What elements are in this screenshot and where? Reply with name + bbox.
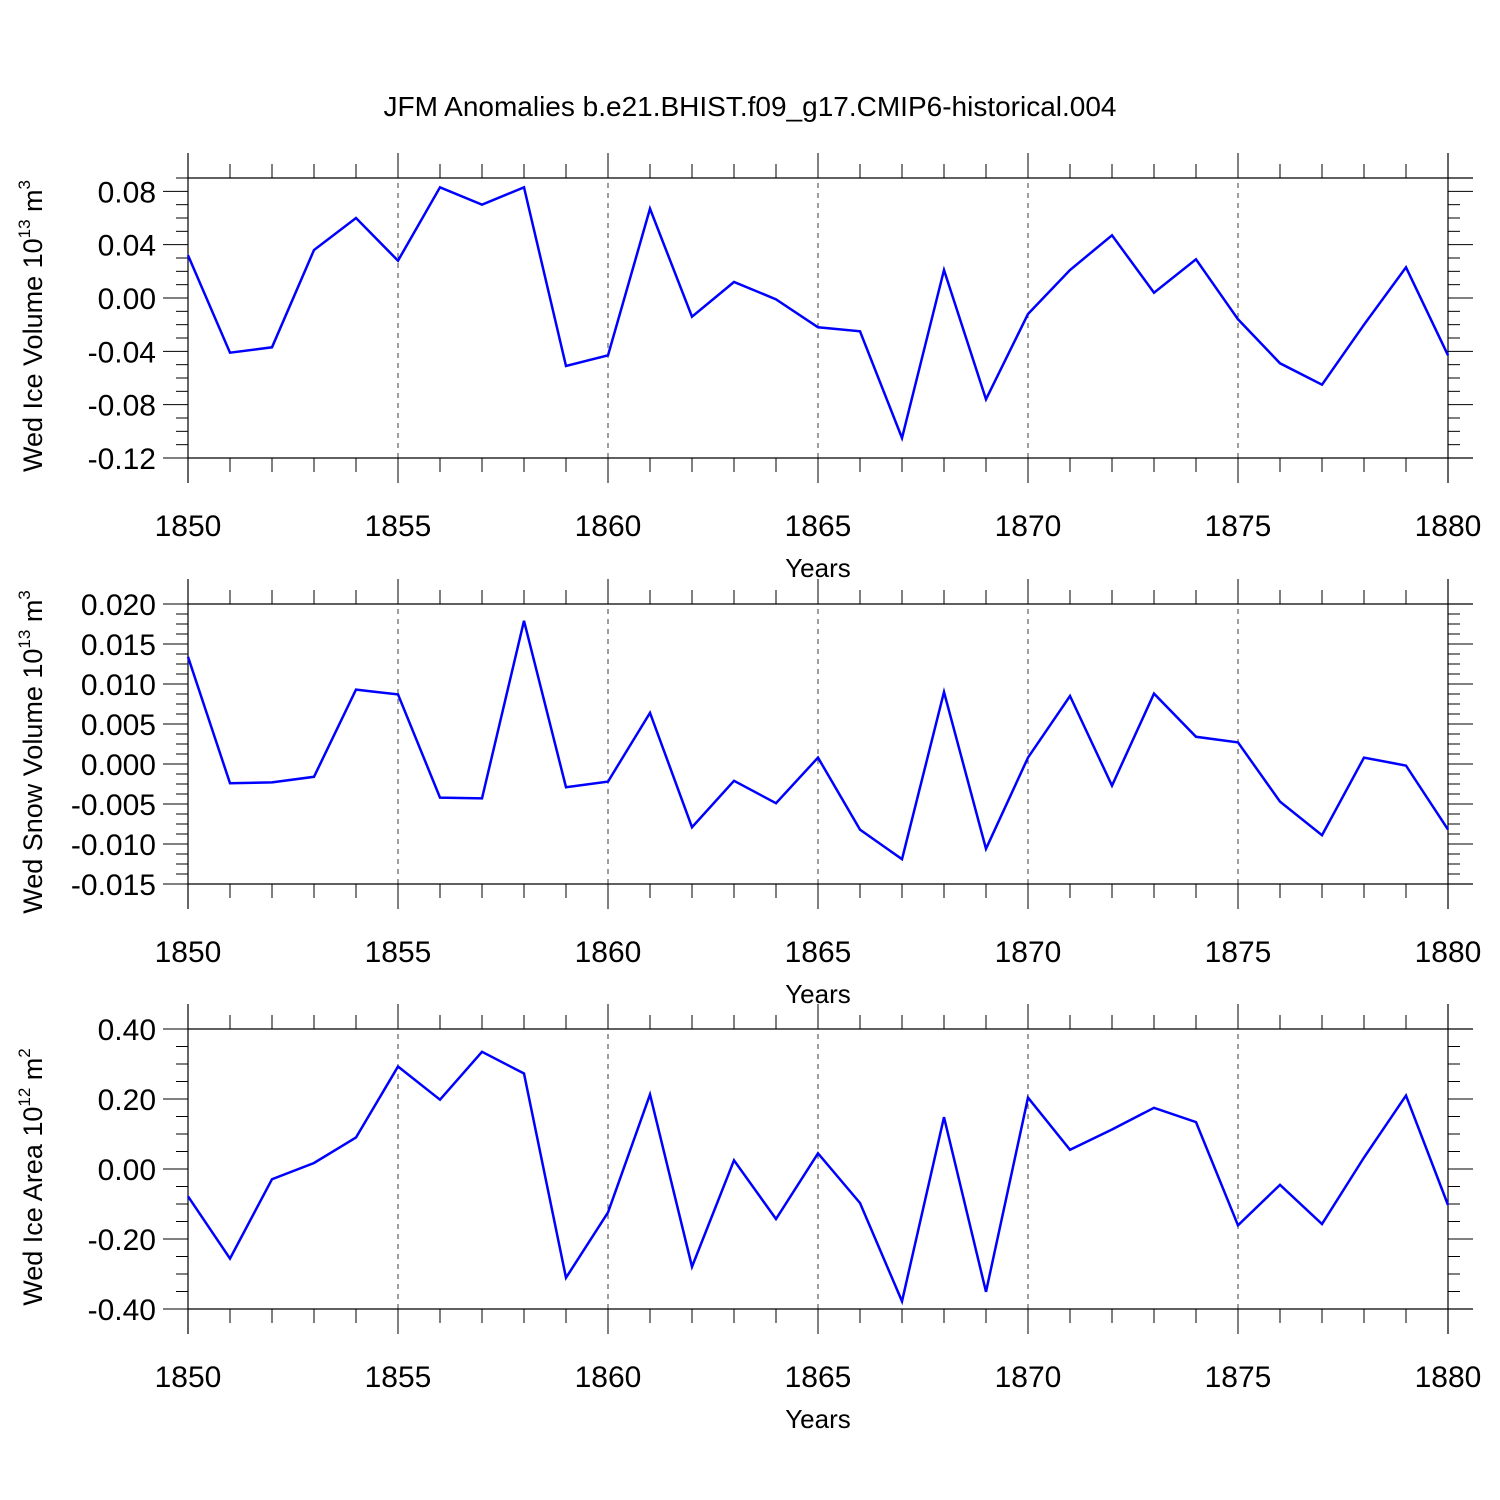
y-tick-label-0: -0.40 bbox=[88, 1294, 156, 1327]
x-tick-label-1855: 1855 bbox=[365, 510, 432, 543]
chart-panel-1: 1850 1855 1860 1865 1870 1875 1880 Years -0.12 -0… bbox=[15, 153, 1481, 583]
y-axis-label-unit-exponent: 3 bbox=[15, 590, 34, 599]
panels: 1850 1855 1860 1865 1870 1875 1880 Years -0.12 -0… bbox=[15, 153, 1481, 1434]
x-tick-label-1880: 1880 bbox=[1415, 510, 1482, 543]
y-axis-label-text: Wed Ice Area 10 bbox=[18, 1107, 48, 1306]
x-tick-label-1850: 1850 bbox=[155, 510, 222, 543]
series-line-1 bbox=[186, 185, 1450, 443]
x-axis-label: Years bbox=[785, 1404, 851, 1434]
x-tick-label-1860: 1860 bbox=[575, 936, 642, 969]
x-axis-label: Years bbox=[785, 553, 851, 583]
y-tick-label-0: -0.12 bbox=[88, 443, 156, 476]
y-tick-label-1: -0.20 bbox=[88, 1224, 156, 1257]
y-axis-label-unit-exponent: 2 bbox=[15, 1048, 34, 1057]
y-tick-label-5: 0.08 bbox=[98, 176, 156, 209]
y-axis-label-text: Wed Ice Volume 10 bbox=[18, 238, 48, 472]
y-axis-label-unit: m bbox=[18, 1058, 48, 1088]
x-tick-label-1860: 1860 bbox=[575, 510, 642, 543]
x-tick-label-1880: 1880 bbox=[1415, 936, 1482, 969]
y-tick-label-2: 0.00 bbox=[98, 1154, 156, 1187]
y-axis-label-unit: m bbox=[18, 600, 48, 630]
y-tick-label-3: 0.000 bbox=[81, 749, 156, 782]
y-tick-label-3: 0.20 bbox=[98, 1084, 156, 1117]
x-tick-label-1880: 1880 bbox=[1415, 1361, 1482, 1394]
y-axis-label-unit-exponent: 3 bbox=[15, 180, 34, 189]
x-tick-label-1870: 1870 bbox=[995, 1361, 1062, 1394]
y-axis-label-exponent: 13 bbox=[15, 219, 34, 238]
x-tick-label-1870: 1870 bbox=[995, 510, 1062, 543]
y-tick-label-3: 0.00 bbox=[98, 283, 156, 316]
x-tick-label-1850: 1850 bbox=[155, 1361, 222, 1394]
x-tick-label-1875: 1875 bbox=[1205, 1361, 1272, 1394]
y-axis-label: Wed Snow Volume 1013 m3 bbox=[15, 590, 48, 914]
x-tick-label-1865: 1865 bbox=[785, 936, 852, 969]
x-tick-label-1855: 1855 bbox=[365, 1361, 432, 1394]
y-tick-label-4: 0.04 bbox=[98, 230, 156, 263]
x-tick-label-1850: 1850 bbox=[155, 936, 222, 969]
y-tick-label-2: -0.005 bbox=[71, 789, 156, 822]
y-tick-label-1: -0.08 bbox=[88, 390, 156, 423]
x-tick-label-1875: 1875 bbox=[1205, 936, 1272, 969]
y-tick-label-4: 0.40 bbox=[98, 1014, 156, 1047]
figure-title: JFM Anomalies b.e21.BHIST.f09_g17.CMIP6-… bbox=[383, 91, 1116, 122]
x-tick-label-1860: 1860 bbox=[575, 1361, 642, 1394]
x-tick-label-1865: 1865 bbox=[785, 510, 852, 543]
y-tick-label-2: -0.04 bbox=[88, 336, 156, 369]
y-tick-label-7: 0.020 bbox=[81, 589, 156, 622]
y-axis-label-text: Wed Snow Volume 10 bbox=[18, 649, 48, 914]
y-axis-label: Wed Ice Volume 1013 m3 bbox=[15, 180, 48, 472]
y-tick-label-0: -0.015 bbox=[71, 869, 156, 902]
y-axis-label-exponent: 13 bbox=[15, 630, 34, 649]
y-axis-label: Wed Ice Area 1012 m2 bbox=[15, 1048, 48, 1306]
y-tick-label-1: -0.010 bbox=[71, 829, 156, 862]
y-axis-label-unit: m bbox=[18, 189, 48, 219]
chart-panel-3: 1850 1855 1860 1865 1870 1875 1880 Years -0.40 -0… bbox=[15, 1004, 1481, 1434]
y-axis-label-exponent: 12 bbox=[15, 1088, 34, 1107]
series-line-1 bbox=[186, 1050, 1450, 1306]
y-tick-label-5: 0.010 bbox=[81, 669, 156, 702]
x-tick-label-1870: 1870 bbox=[995, 936, 1062, 969]
x-tick-label-1875: 1875 bbox=[1205, 510, 1272, 543]
x-tick-label-1855: 1855 bbox=[365, 936, 432, 969]
chart-panel-2: 1850 1855 1860 1865 1870 1875 1880Years-0.015-… bbox=[15, 579, 1481, 1009]
y-tick-label-6: 0.015 bbox=[81, 629, 156, 662]
y-tick-label-4: 0.005 bbox=[81, 709, 156, 742]
series-line-1 bbox=[186, 620, 1450, 862]
x-tick-label-1865: 1865 bbox=[785, 1361, 852, 1394]
